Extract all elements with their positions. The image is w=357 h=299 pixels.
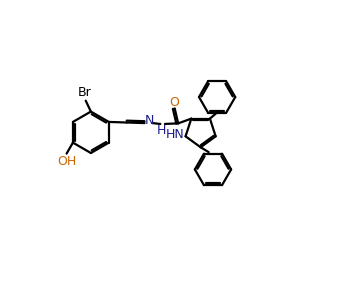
Text: H: H	[157, 124, 166, 137]
Text: Br: Br	[78, 86, 92, 99]
Text: OH: OH	[57, 155, 77, 168]
Text: O: O	[169, 96, 179, 109]
Text: N: N	[145, 114, 154, 127]
Text: HN: HN	[166, 128, 185, 141]
